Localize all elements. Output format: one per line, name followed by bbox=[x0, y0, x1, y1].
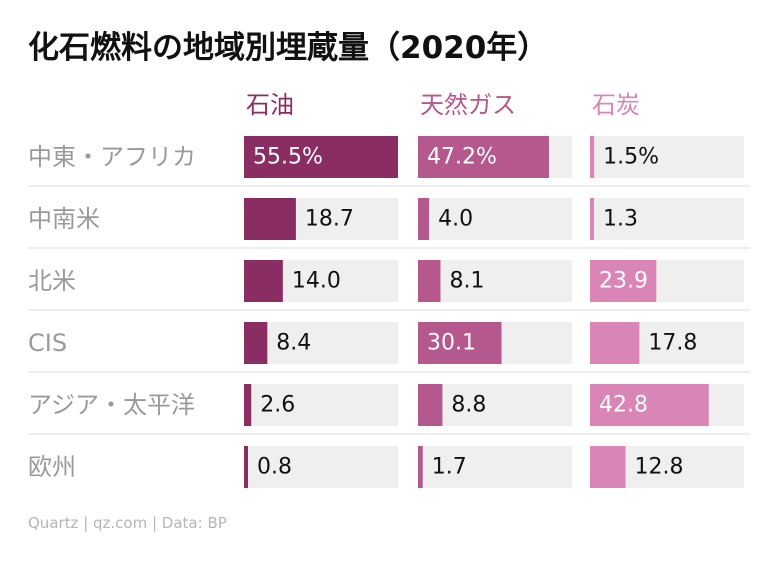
region-label: 欧州 bbox=[28, 453, 76, 481]
bar-value-label: 8.4 bbox=[276, 331, 311, 356]
bar bbox=[244, 136, 398, 178]
bar-track bbox=[244, 322, 398, 364]
bar bbox=[590, 136, 595, 178]
bar bbox=[418, 384, 443, 426]
bar bbox=[590, 384, 709, 426]
region-label: 中東・アフリカ bbox=[28, 143, 196, 171]
bar bbox=[244, 198, 296, 240]
bar-value-label: 1.7 bbox=[432, 455, 467, 480]
region-label: 中南米 bbox=[28, 205, 100, 233]
bar-value-label: 1.5% bbox=[603, 145, 659, 170]
region-label: CIS bbox=[28, 329, 67, 357]
bar bbox=[244, 260, 283, 302]
region-label: 北米 bbox=[28, 267, 76, 295]
series-header-3: 石炭 bbox=[592, 91, 640, 119]
bar-value-label: 1.3 bbox=[603, 207, 638, 232]
bar bbox=[590, 260, 657, 302]
bar bbox=[418, 446, 423, 488]
bar-value-label: 23.9 bbox=[599, 269, 648, 294]
bar-track bbox=[590, 198, 744, 240]
bar bbox=[244, 322, 268, 364]
bar-value-label: 18.7 bbox=[305, 207, 354, 232]
series-header-1: 石油 bbox=[246, 91, 294, 119]
bar-value-label: 8.1 bbox=[449, 269, 484, 294]
source-credit: Quartz | qz.com | Data: BP bbox=[28, 514, 227, 532]
bar-value-label: 47.2% bbox=[427, 145, 497, 170]
bar bbox=[418, 198, 430, 240]
bar-track bbox=[244, 446, 398, 488]
bar bbox=[418, 136, 549, 178]
bar-value-label: 0.8 bbox=[257, 455, 292, 480]
bar bbox=[418, 260, 441, 302]
bar-value-label: 2.6 bbox=[260, 393, 295, 418]
bar-track bbox=[590, 136, 744, 178]
bar bbox=[244, 384, 252, 426]
bar bbox=[590, 322, 640, 364]
bar-track bbox=[418, 198, 572, 240]
bar-track bbox=[418, 446, 572, 488]
region-label: アジア・太平洋 bbox=[28, 391, 195, 419]
bar-track bbox=[418, 260, 572, 302]
bar bbox=[590, 198, 594, 240]
bar-value-label: 42.8 bbox=[599, 393, 648, 418]
bar bbox=[590, 446, 626, 488]
bar-value-label: 30.1 bbox=[427, 331, 476, 356]
bar-value-label: 12.8 bbox=[635, 455, 684, 480]
bar-value-label: 4.0 bbox=[438, 207, 473, 232]
bar-value-label: 55.5% bbox=[253, 145, 323, 170]
series-header-2: 天然ガス bbox=[420, 91, 516, 119]
chart-title: 化石燃料の地域別埋蔵量（2020年） bbox=[28, 30, 549, 66]
bar-value-label: 8.8 bbox=[451, 393, 486, 418]
bar-track bbox=[418, 384, 572, 426]
bar bbox=[418, 322, 502, 364]
bar-value-label: 17.8 bbox=[648, 331, 697, 356]
bar bbox=[244, 446, 248, 488]
bar-track bbox=[244, 384, 398, 426]
bar-value-label: 14.0 bbox=[292, 269, 341, 294]
